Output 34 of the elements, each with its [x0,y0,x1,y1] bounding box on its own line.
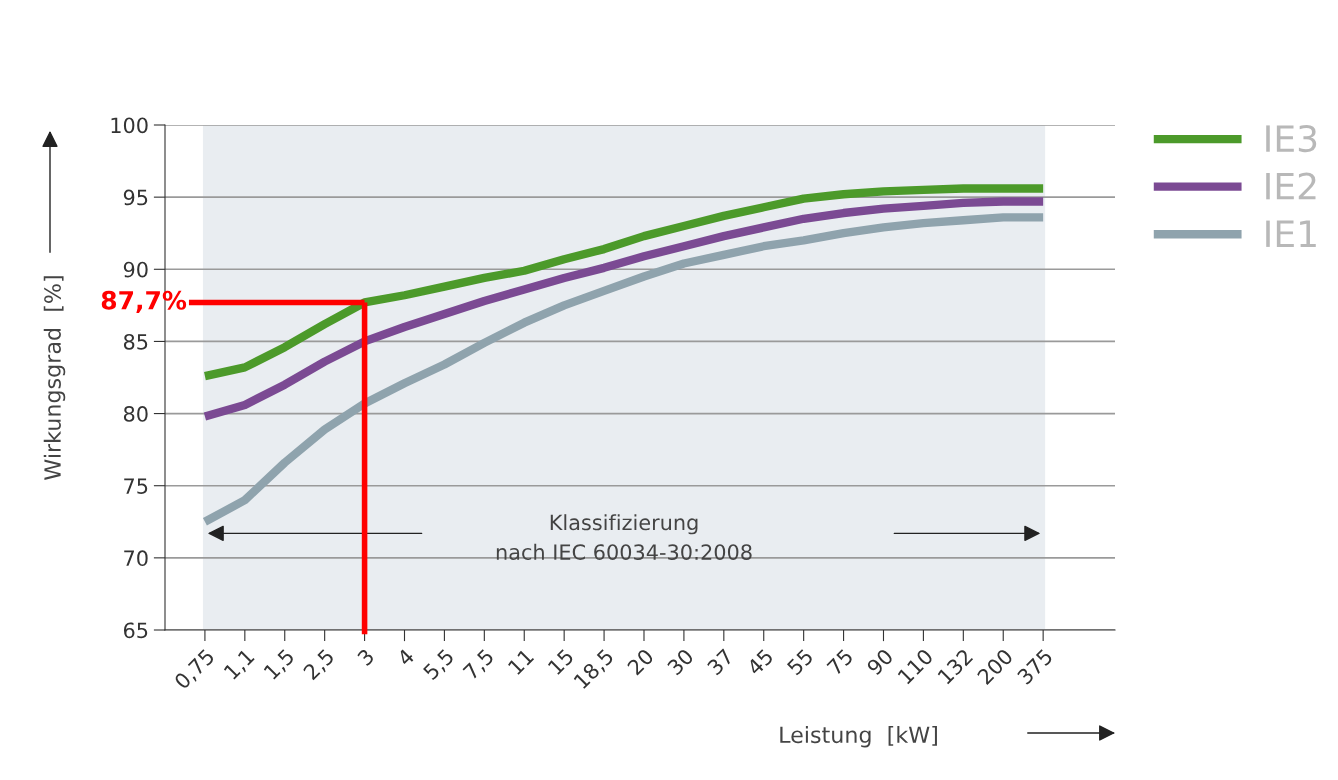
x-axis-title: Leistung [kW] [780,725,937,748]
y-tick-label: 75 [124,478,148,494]
y-tick-label: 65 [123,622,148,639]
x-tick-label: 20 [626,647,655,676]
x-tick-label: 200 [976,647,1014,686]
y-tick-label: 95 [123,189,148,206]
x-tick-label: 4 [396,647,415,667]
x-tick-label: 5,5 [422,648,457,682]
y-tick-label: 100 [111,117,148,134]
legend-label: IE2 [1266,172,1316,200]
x-tick-label: 37 [706,648,734,676]
ref-line-label: 87,7% [101,290,187,313]
legend-label: IE1 [1266,220,1316,247]
y-tick-label: 85 [123,333,148,350]
y-tick-label: 70 [124,550,148,567]
x-tick-label: 1,5 [263,648,297,682]
y-axis-title: Wirkungsgrad [%] [43,276,66,480]
x-tick-label: 11 [507,648,535,675]
x-tick-label: 7,5 [462,648,496,682]
x-tick-label: 55 [786,648,814,676]
x-tick-label: 1,1 [223,648,257,682]
x-tick-label: 90 [865,647,894,676]
x-tick-label: 30 [666,647,695,676]
x-tick-label: 2,5 [302,648,337,682]
x-tick-label: 75 [826,648,854,676]
y-tick-label: 80 [123,406,148,422]
x-tick-label: 110 [897,647,934,685]
legend-label: IE3 [1266,124,1317,153]
x-tick-label: 15 [547,648,575,676]
x-tick-label: 132 [937,648,974,685]
x-tick-label: 45 [746,648,774,677]
band-label: Klassifizierung nach IEC 60034-30:2008 [496,514,752,560]
y-tick-label: 90 [123,261,148,278]
x-tick-label: 3 [356,648,375,667]
